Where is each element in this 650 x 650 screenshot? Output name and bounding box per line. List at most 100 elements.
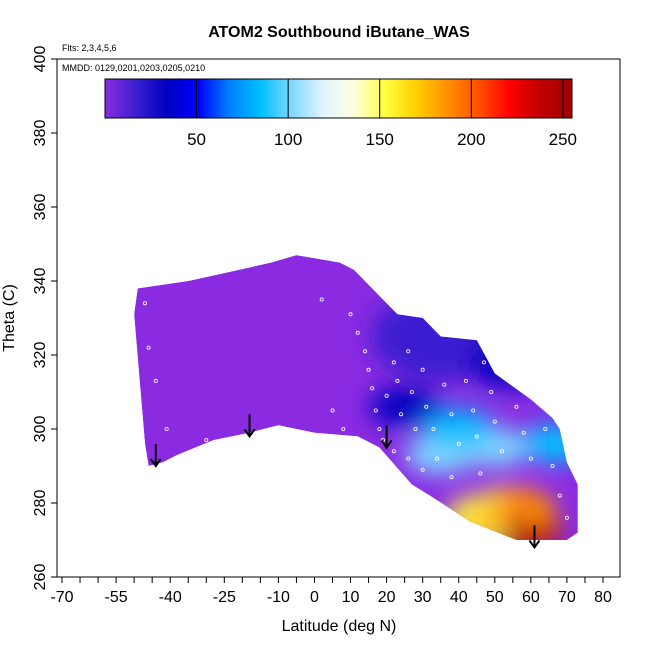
sample-point <box>557 493 562 498</box>
sample-point <box>481 360 486 365</box>
sample-point <box>564 515 569 520</box>
sample-point <box>409 389 414 394</box>
sample-point <box>528 456 533 461</box>
sample-point <box>146 345 151 350</box>
sample-point <box>543 426 548 431</box>
sample-point <box>500 449 505 454</box>
sample-point <box>413 426 418 431</box>
sample-point <box>283 438 288 443</box>
sample-point <box>341 426 346 431</box>
heatmap-blob <box>368 387 441 427</box>
flight-arrow <box>243 414 256 439</box>
colorbar-tick-label: 100 <box>274 130 302 149</box>
x-tick-label: 50 <box>486 589 504 606</box>
sample-point <box>456 441 461 446</box>
heatmap-blob <box>520 424 578 464</box>
sample-point <box>355 330 360 335</box>
sample-point <box>373 408 378 413</box>
sample-point <box>395 378 400 383</box>
colorbar-tick-label: 250 <box>549 130 577 149</box>
colorbar-gradient <box>104 78 573 119</box>
flight-arrow-head <box>380 439 393 450</box>
sample-point <box>435 456 440 461</box>
sample-point <box>420 467 425 472</box>
flights-annotation: Flts: 2,3,4,5,6 <box>62 43 117 53</box>
sample-point <box>406 456 411 461</box>
colorbar-ticks: 50 100 150 200 250 <box>187 79 577 149</box>
x-tick-label: 20 <box>378 589 396 606</box>
sample-point <box>431 426 436 431</box>
sample-point <box>348 312 353 317</box>
x-axis: -70 -55 -40 -25 -10 0 10 20 30 40 50 60 70 80 <box>50 577 612 606</box>
flight-arrow <box>149 444 162 468</box>
sample-point <box>406 349 411 354</box>
chart-title: ATOM2 Southbound iButane_WAS <box>208 24 470 41</box>
sample-point <box>153 378 158 383</box>
y-tick-label: 360 <box>32 194 49 221</box>
sample-point <box>370 386 375 391</box>
sample-point <box>391 360 396 365</box>
sample-point <box>424 404 429 409</box>
x-tick-label: 40 <box>450 589 468 606</box>
flight-arrow-head <box>149 458 162 468</box>
plot-area <box>134 255 578 550</box>
y-axis-label: Theta (C) <box>1 284 18 352</box>
flight-arrow-head <box>528 539 541 550</box>
heatmap-blob <box>422 409 495 449</box>
sample-point <box>142 301 147 306</box>
heatmap-core <box>469 508 506 527</box>
sample-point <box>164 426 169 431</box>
colorbar-tick-label: 150 <box>366 130 394 149</box>
y-tick-label: 320 <box>32 342 49 369</box>
sample-point <box>463 378 468 383</box>
flight-arrow <box>380 425 393 450</box>
sample-point <box>474 434 479 439</box>
sample-point <box>449 475 454 480</box>
x-tick-label: 10 <box>342 589 360 606</box>
heatmap-base <box>134 255 578 540</box>
y-tick-label: 300 <box>32 416 49 443</box>
heatmap-field <box>134 255 578 540</box>
sample-point <box>514 404 519 409</box>
colorbar-tick-label: 50 <box>187 130 206 149</box>
sample-points <box>142 297 569 520</box>
x-tick-label: 30 <box>414 589 432 606</box>
sample-point <box>399 412 404 417</box>
sample-point <box>536 397 541 402</box>
sample-point <box>204 438 209 443</box>
colorbar-tick-label: 200 <box>457 130 485 149</box>
y-tick-label: 260 <box>32 564 49 591</box>
x-tick-label: 70 <box>558 589 576 606</box>
sample-point <box>391 449 396 454</box>
x-tick-label: -40 <box>159 589 182 606</box>
sample-point <box>179 456 184 461</box>
x-tick-label: 60 <box>522 589 540 606</box>
sample-point <box>550 463 555 468</box>
y-tick-label: 280 <box>32 490 49 517</box>
sample-point <box>420 367 425 372</box>
sample-point <box>377 426 382 431</box>
heatmap-core <box>502 519 539 538</box>
sample-point <box>521 430 526 435</box>
y-tick-label: 400 <box>32 46 49 73</box>
y-tick-label: 340 <box>32 268 49 295</box>
sample-point <box>489 389 494 394</box>
x-tick-label: -70 <box>50 589 73 606</box>
x-tick-label: -10 <box>267 589 290 606</box>
sample-point <box>507 378 512 383</box>
dates-annotation: MMDD: 0129,0201,0203,0205,0210 <box>62 63 205 73</box>
x-tick-label: -55 <box>105 589 128 606</box>
sample-point <box>442 382 447 387</box>
flight-arrows <box>149 414 541 550</box>
sample-point <box>319 297 324 302</box>
sample-point <box>449 412 454 417</box>
x-tick-label: 0 <box>310 589 319 606</box>
sample-point <box>478 471 483 476</box>
y-axis: 260 280 300 320 340 360 380 400 <box>32 46 57 591</box>
sample-point <box>294 434 299 439</box>
sample-point <box>366 367 371 372</box>
flight-arrow <box>528 525 541 550</box>
sample-point <box>471 408 476 413</box>
colorbar: 50 100 150 200 250 <box>104 78 577 149</box>
